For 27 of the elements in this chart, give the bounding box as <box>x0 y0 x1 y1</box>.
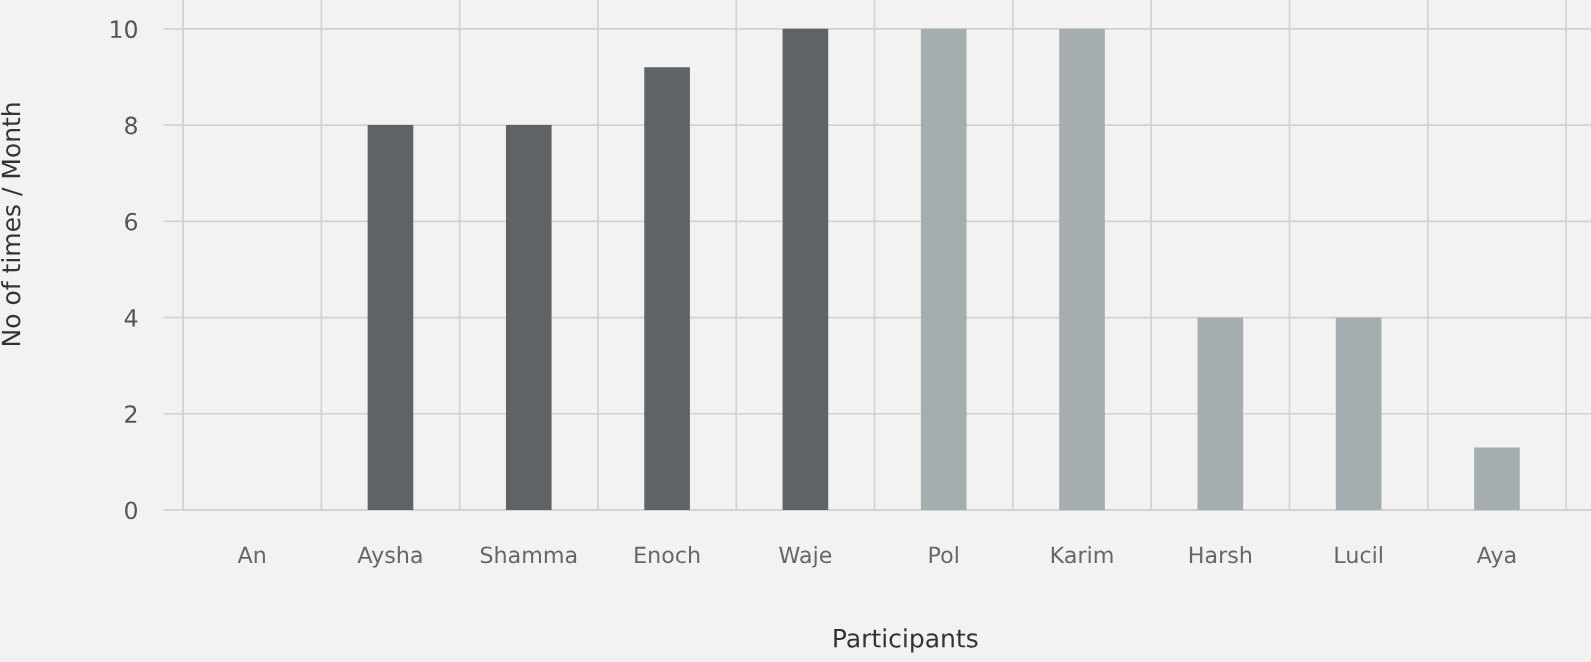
x-tick-label: Shamma <box>480 546 577 564</box>
x-tick-label: Aysha <box>357 546 422 568</box>
x-tick-label: Harsh <box>1189 546 1252 564</box>
x-tick-label: Waje <box>779 546 832 568</box>
bar <box>920 28 967 510</box>
bar <box>782 28 829 510</box>
y-tick-label: 8 <box>125 116 137 135</box>
bar <box>367 125 414 510</box>
y-tick-label: 10 <box>111 20 137 39</box>
bar <box>644 67 690 510</box>
bar <box>1059 28 1105 510</box>
x-axis-title: Participants <box>834 628 978 653</box>
y-tick-label: 0 <box>125 501 137 520</box>
y-tick-label: 6 <box>125 212 138 231</box>
bar <box>1197 317 1244 510</box>
y-tick-label: 2 <box>125 405 137 423</box>
x-tick-label: Karim <box>1051 546 1113 564</box>
bar <box>1335 317 1382 510</box>
x-tick-label: An <box>237 546 265 563</box>
x-tick-label: Enoch <box>635 546 700 564</box>
y-tick-label: 4 <box>124 309 138 327</box>
x-tick-label: Pol <box>929 546 958 564</box>
x-tick-label: Lucil <box>1335 546 1382 564</box>
bar <box>505 125 552 510</box>
y-axis-title: No of times / Month <box>1 103 23 346</box>
bar <box>1474 447 1520 510</box>
x-tick-label: Aya <box>1476 546 1516 568</box>
